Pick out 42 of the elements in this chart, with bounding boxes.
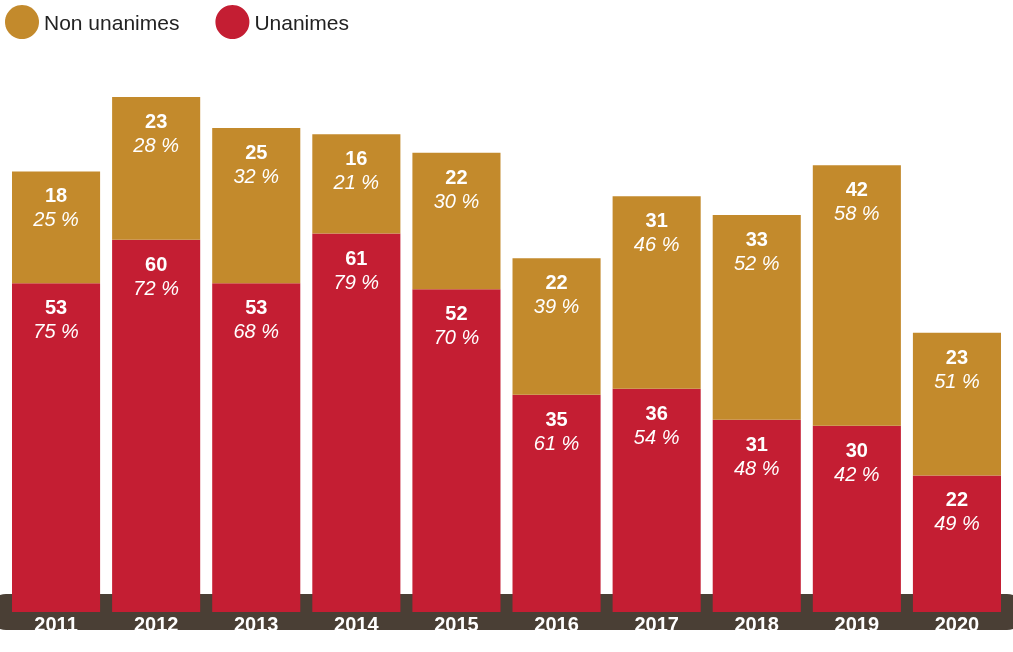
- bar: [212, 283, 301, 612]
- data-label: 52 70 %: [433, 302, 480, 349]
- bar: [712, 214, 801, 420]
- bar: [812, 165, 901, 426]
- data-label: 22 39 %: [533, 271, 580, 318]
- bar: [612, 388, 701, 612]
- data-label: 60 72 %: [133, 252, 179, 299]
- data-label: 31 48 %: [733, 432, 780, 479]
- bar: [12, 283, 101, 612]
- bar: [12, 171, 101, 284]
- data-label: 53 75 %: [33, 296, 79, 343]
- data-label: 23 51 %: [934, 345, 980, 392]
- data-label: 18 25 %: [32, 184, 79, 231]
- data-label: 25 32 %: [233, 141, 280, 188]
- bar: [112, 97, 201, 240]
- data-label: 35 61 %: [533, 407, 580, 454]
- data-label: 36 54 %: [633, 401, 680, 448]
- data-label: 33 52 %: [733, 227, 780, 274]
- bar: [312, 233, 401, 612]
- bar: [812, 425, 901, 612]
- bar: [912, 332, 1001, 476]
- legend-label: Non unanimes: [44, 10, 180, 34]
- bar: [512, 394, 601, 612]
- data-label: 31 46 %: [633, 209, 680, 256]
- data-label: 30 42 %: [834, 438, 880, 485]
- data-label: 23 28 %: [132, 110, 179, 156]
- bar: [112, 239, 201, 612]
- bar: [212, 128, 301, 284]
- bar: [512, 258, 601, 395]
- bar: [712, 419, 801, 612]
- data-label: 53 68 %: [233, 296, 280, 343]
- data-label: 22 49 %: [934, 488, 980, 535]
- data-label: 22 30 %: [433, 165, 480, 212]
- data-label: 16 21 %: [332, 147, 380, 194]
- bar: [412, 152, 501, 290]
- bar: [312, 134, 401, 234]
- legend-label: Unanimes: [254, 10, 349, 34]
- bar: [912, 475, 1001, 612]
- bar: [412, 289, 501, 612]
- bar: [612, 196, 701, 389]
- data-label: 42 58 %: [834, 178, 880, 225]
- data-label: 61 79 %: [333, 246, 380, 293]
